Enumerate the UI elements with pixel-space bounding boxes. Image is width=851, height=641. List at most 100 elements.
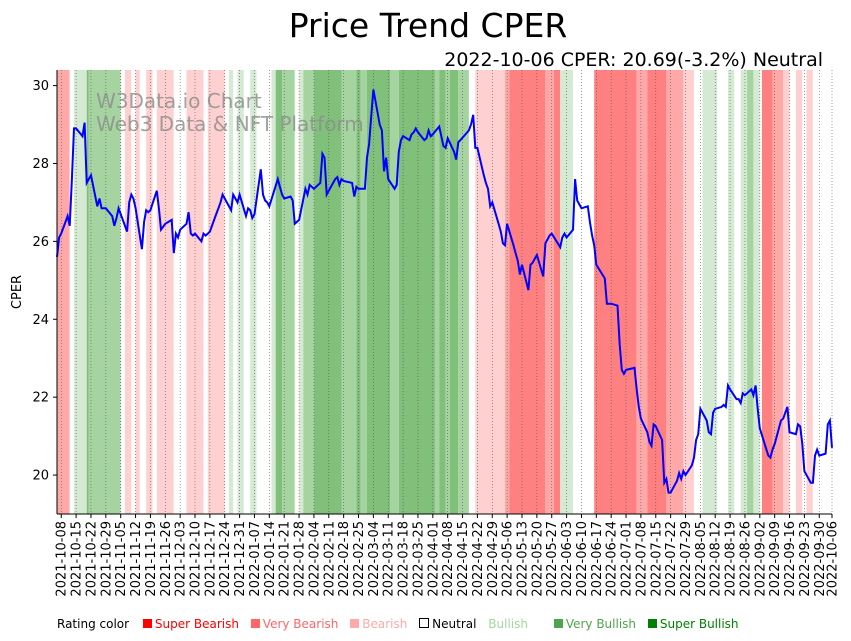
rating-band-neutral bbox=[120, 70, 125, 514]
rating-band-neutral bbox=[131, 70, 136, 514]
rating-band-bullish bbox=[250, 70, 257, 514]
chart-title: Price Trend CPER bbox=[289, 6, 568, 45]
rating-band-bullish bbox=[727, 70, 735, 514]
rating-band-neutral bbox=[693, 70, 703, 514]
rating-band-bullish bbox=[237, 70, 244, 514]
rating-band-very-bullish bbox=[434, 70, 440, 514]
price-series-line bbox=[56, 89, 833, 494]
rating-band-neutral bbox=[734, 70, 741, 514]
y-axis-label: CPER bbox=[10, 275, 25, 309]
x-tick-label: 2022-06-17 bbox=[590, 521, 605, 597]
rating-band-neutral bbox=[789, 70, 796, 514]
rating-band-neutral bbox=[69, 70, 74, 514]
y-ticks: 20 22 24 26 28 30 bbox=[32, 79, 57, 484]
legend-label: Neutral bbox=[432, 617, 477, 631]
x-tick-label: 2022-05-13 bbox=[516, 521, 531, 597]
x-tick-label: 2022-05-27 bbox=[545, 521, 560, 597]
legend-swatch bbox=[553, 619, 563, 628]
rating-band-bearish bbox=[475, 70, 506, 514]
x-tick-label: 2022-04-15 bbox=[456, 521, 471, 597]
rating-band-super-bearish bbox=[761, 70, 773, 514]
x-tick-label: 2022-04-29 bbox=[486, 521, 501, 597]
rating-band-neutral bbox=[572, 70, 595, 514]
legend-item-bearish: Bearish bbox=[350, 617, 407, 631]
x-tick-label: 2021-12-31 bbox=[233, 521, 248, 597]
legend-swatch bbox=[647, 619, 657, 628]
x-tick-label: 2022-05-06 bbox=[501, 521, 516, 597]
rating-band-bearish bbox=[207, 70, 225, 514]
x-tick-label: 2021-11-05 bbox=[114, 521, 129, 597]
rating-band-bullish bbox=[753, 70, 760, 514]
x-tick-label: 2021-10-15 bbox=[70, 521, 85, 597]
x-tick-label: 2022-05-20 bbox=[530, 521, 545, 597]
rating-band-neutral bbox=[243, 70, 251, 514]
x-tick-label: 2022-02-25 bbox=[352, 521, 367, 597]
y-tick-label: 20 bbox=[32, 469, 49, 484]
x-ticks: 2021-10-08 2021-10-15 2021-10-22 2021-10-29… bbox=[55, 514, 841, 597]
x-tick-label: 2022-07-08 bbox=[634, 521, 649, 597]
rating-band-bullish bbox=[271, 70, 276, 514]
rating-band-neutral bbox=[203, 70, 208, 514]
legend-item-super-bearish: Super Bearish bbox=[142, 617, 239, 631]
rating-band-bearish bbox=[124, 70, 132, 514]
x-tick-label: 2022-07-22 bbox=[664, 521, 679, 597]
x-tick-label: 2022-08-05 bbox=[694, 521, 709, 597]
watermark-line-2: Web3 Data & NFT Platform bbox=[96, 112, 364, 136]
rating-band-neutral bbox=[139, 70, 147, 514]
chart-subtitle: 2022-10-06 CPER: 20.69(-3.2%) Neutral bbox=[444, 49, 823, 71]
rating-band-bullish bbox=[299, 70, 304, 514]
x-tick-label: 2022-04-22 bbox=[471, 521, 486, 597]
legend-label: Super Bullish bbox=[659, 617, 739, 631]
x-tick-label: 2021-11-12 bbox=[129, 521, 144, 597]
rating-band-super-bullish bbox=[313, 70, 342, 514]
rating-band-bullish bbox=[228, 70, 234, 514]
rating-band-super-bearish bbox=[647, 70, 667, 514]
x-tick-label: 2021-12-10 bbox=[189, 521, 204, 597]
rating-band-very-bullish bbox=[360, 70, 367, 514]
rating-band-very-bullish bbox=[458, 70, 469, 514]
rating-band-very-bearish bbox=[636, 70, 648, 514]
legend-swatch bbox=[350, 619, 360, 628]
legend-title: Rating color bbox=[57, 617, 130, 631]
rating-band-neutral bbox=[256, 70, 272, 514]
y-tick-label: 28 bbox=[32, 157, 49, 172]
legend-swatch bbox=[250, 619, 260, 628]
rating-band-neutral bbox=[224, 70, 229, 514]
x-tick-label: 2022-03-25 bbox=[411, 521, 426, 597]
x-tick-label: 2022-03-18 bbox=[397, 521, 412, 597]
x-tick-label: 2022-02-11 bbox=[322, 521, 337, 597]
rating-band-bearish bbox=[135, 70, 140, 514]
rating-band-neutral bbox=[294, 70, 300, 514]
legend-label: Very Bullish bbox=[565, 617, 637, 631]
x-tick-label: 2022-01-21 bbox=[278, 521, 293, 597]
x-tick-label: 2022-09-16 bbox=[783, 521, 798, 597]
x-tick-label: 2022-02-04 bbox=[307, 521, 322, 597]
rating-band-super-bullish bbox=[367, 70, 391, 514]
x-tick-label: 2022-01-14 bbox=[263, 521, 278, 597]
legend-label: Very Bearish bbox=[262, 617, 339, 631]
rating-band-neutral bbox=[152, 70, 157, 514]
rating-band-bearish bbox=[806, 70, 813, 514]
rating-band-neutral bbox=[717, 70, 728, 514]
rating-band-super-bearish bbox=[594, 70, 637, 514]
x-tick-label: 2022-08-26 bbox=[738, 521, 753, 597]
rating-band-very-bearish bbox=[772, 70, 784, 514]
watermark-line-1: W3Data.io Chart bbox=[96, 89, 262, 113]
rating-band-bearish bbox=[683, 70, 694, 514]
rating-band-super-bullish bbox=[439, 70, 446, 514]
x-tick-label: 2022-07-29 bbox=[679, 521, 694, 597]
rating-bands bbox=[57, 70, 832, 514]
rating-band-bullish bbox=[740, 70, 748, 514]
rating-band-bearish bbox=[783, 70, 790, 514]
x-tick-label: 2022-01-07 bbox=[248, 521, 263, 597]
x-tick-label: 2022-07-15 bbox=[649, 521, 664, 597]
legend-swatch bbox=[419, 618, 430, 628]
rating-band-super-bullish bbox=[275, 70, 283, 514]
rating-band-super-bearish bbox=[553, 70, 561, 514]
rating-band-very-bearish bbox=[666, 70, 684, 514]
legend-item-bullish: Bullish bbox=[488, 617, 528, 631]
x-tick-label: 2022-01-28 bbox=[293, 521, 308, 597]
rating-band-super-bullish bbox=[449, 70, 459, 514]
rating-band-very-bearish bbox=[545, 70, 554, 514]
x-tick-label: 2022-07-01 bbox=[620, 521, 635, 597]
